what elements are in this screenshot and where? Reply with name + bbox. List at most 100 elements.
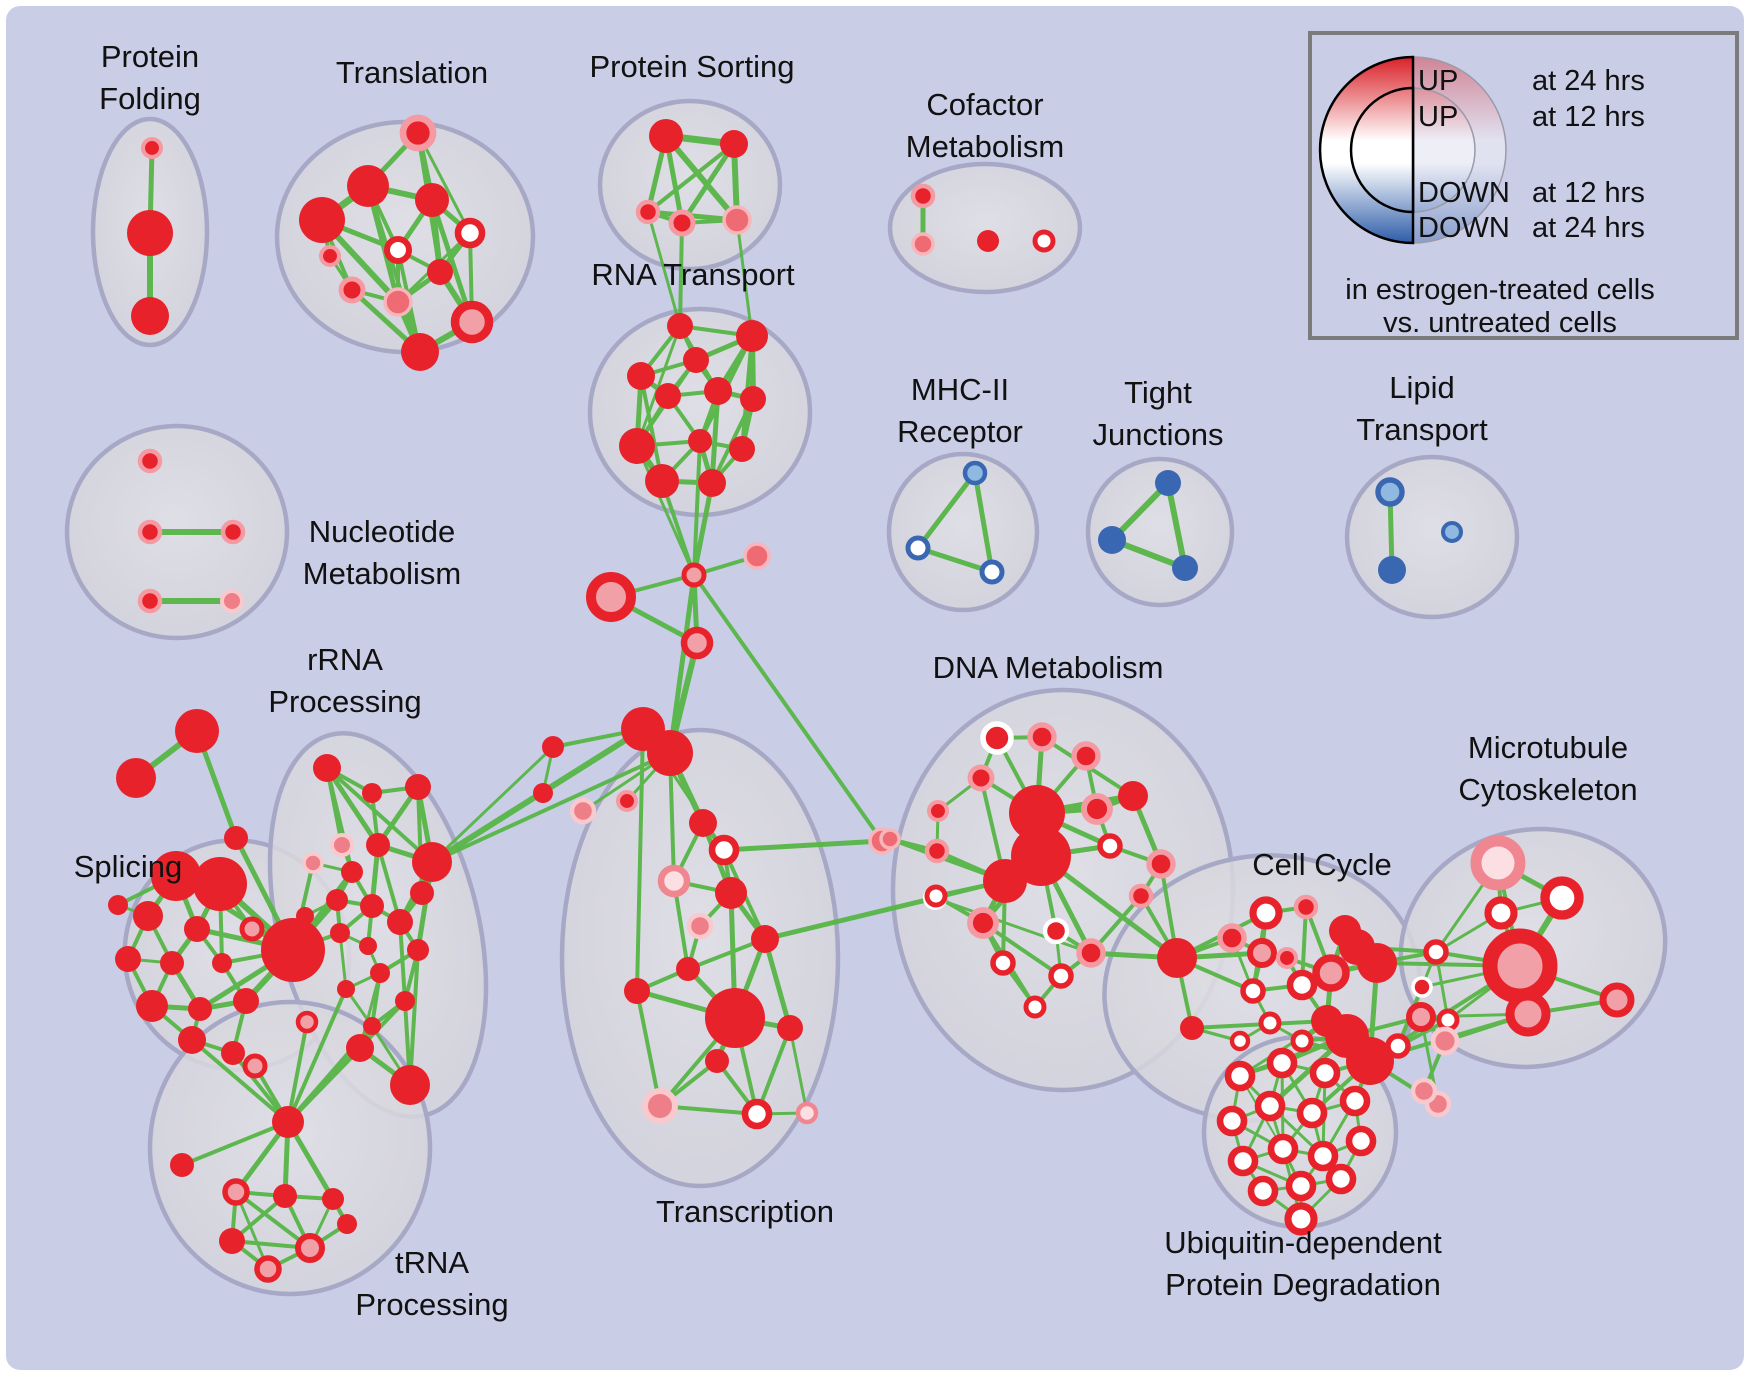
- cluster-ellipse-trna-processing: [147, 999, 433, 1297]
- network-node: [1227, 1145, 1259, 1177]
- network-edge: [667, 572, 697, 756]
- network-node: [1290, 1029, 1314, 1053]
- network-node: [910, 183, 936, 209]
- network-node: [116, 758, 156, 798]
- network-node: [1325, 1163, 1357, 1195]
- network-edge: [376, 843, 402, 924]
- network-node: [299, 197, 345, 243]
- network-node: [698, 469, 726, 497]
- network-node: [1155, 470, 1181, 496]
- network-node: [647, 730, 693, 776]
- network-node: [905, 535, 931, 561]
- cluster-label-ubiquitin-degradation: Ubiquitin-dependent: [1164, 1225, 1442, 1260]
- network-node: [188, 997, 212, 1021]
- legend-footer: vs. untreated cells: [1383, 307, 1617, 339]
- legend-time-label: at 24 hrs: [1532, 212, 1645, 244]
- network-node: [911, 232, 935, 256]
- network-node: [178, 1026, 206, 1054]
- network-node: [108, 895, 128, 915]
- network-node: [741, 1098, 773, 1130]
- network-node: [1436, 1008, 1460, 1032]
- network-edge: [933, 896, 1093, 955]
- network-node: [318, 244, 342, 268]
- network-node: [533, 783, 553, 803]
- network-node: [1309, 1057, 1341, 1089]
- network-node: [322, 1188, 344, 1210]
- network-node: [1216, 1105, 1248, 1137]
- network-edge: [692, 439, 702, 577]
- legend-direction-label: UP: [1418, 101, 1458, 133]
- network-node: [736, 320, 768, 352]
- network-node: [254, 1255, 282, 1283]
- network-edge: [646, 142, 736, 214]
- network-node: [615, 789, 639, 813]
- network-edge: [324, 765, 381, 848]
- cluster-label-dna-metabolism: DNA Metabolism: [933, 650, 1164, 685]
- network-node: [1009, 785, 1065, 841]
- network-node: [338, 276, 366, 304]
- network-node: [272, 1106, 304, 1138]
- network-node: [1032, 229, 1056, 253]
- network-node: [1172, 555, 1198, 581]
- cluster-label-tight-junctions: Tight: [1124, 375, 1192, 410]
- network-node: [688, 429, 712, 453]
- cluster-label-cofactor-metabolism: Cofactor: [926, 87, 1043, 122]
- network-node: [795, 1101, 819, 1125]
- network-node: [967, 764, 995, 792]
- network-node: [668, 209, 696, 237]
- network-edge: [691, 480, 715, 578]
- network-node: [1385, 1033, 1411, 1059]
- cluster-label-mhc-ii-receptor: Receptor: [897, 414, 1023, 449]
- network-node: [295, 1233, 325, 1263]
- network-node: [649, 119, 683, 153]
- cluster-label-trna-processing: tRNA: [395, 1245, 469, 1280]
- network-node: [170, 1153, 194, 1177]
- network-node: [705, 1049, 729, 1073]
- legend-footer: in estrogen-treated cells: [1345, 274, 1655, 306]
- network-node: [359, 937, 377, 955]
- network-node: [330, 833, 354, 857]
- cluster-label-lipid-transport: Transport: [1356, 412, 1488, 447]
- cluster-ellipse-transcription: [559, 727, 841, 1189]
- network-node: [220, 519, 246, 545]
- network-node: [383, 235, 413, 265]
- network-node: [704, 377, 732, 405]
- network-node: [657, 864, 691, 898]
- network-node: [1275, 946, 1299, 970]
- network-edge: [678, 221, 684, 328]
- network-node: [412, 842, 452, 882]
- network-edge: [635, 989, 662, 1108]
- cluster-label-ubiquitin-degradation: Protein Degradation: [1165, 1267, 1441, 1302]
- network-node: [1410, 1077, 1438, 1105]
- network-node: [1423, 939, 1449, 965]
- network-node: [1240, 978, 1266, 1004]
- cluster-label-nucleotide-metabolism: Metabolism: [303, 556, 462, 591]
- network-node: [1285, 1170, 1317, 1202]
- network-node: [427, 259, 453, 285]
- legend-direction-label: UP: [1418, 65, 1458, 97]
- network-node: [1146, 849, 1176, 879]
- network-node: [722, 205, 752, 235]
- network-node: [341, 861, 363, 883]
- network-node: [743, 542, 771, 570]
- network-node: [683, 347, 709, 373]
- network-node: [363, 1017, 381, 1035]
- network-edge: [735, 218, 754, 338]
- network-node: [410, 881, 434, 905]
- network-node: [924, 838, 950, 864]
- network-node: [1224, 1060, 1256, 1092]
- network-edge: [190, 1038, 290, 1124]
- network-node: [1011, 826, 1071, 886]
- network-node: [1097, 833, 1123, 859]
- network-node: [337, 1214, 357, 1234]
- cluster-label-tight-junctions: Junctions: [1093, 417, 1224, 452]
- cluster-label-transcription: Transcription: [656, 1194, 834, 1229]
- network-node: [1128, 883, 1154, 909]
- cluster-label-protein-sorting: Protein Sorting: [589, 49, 794, 84]
- network-node: [751, 925, 779, 953]
- network-node: [220, 589, 244, 613]
- network-node: [383, 287, 413, 317]
- network-node: [337, 980, 355, 998]
- network-node: [137, 588, 163, 614]
